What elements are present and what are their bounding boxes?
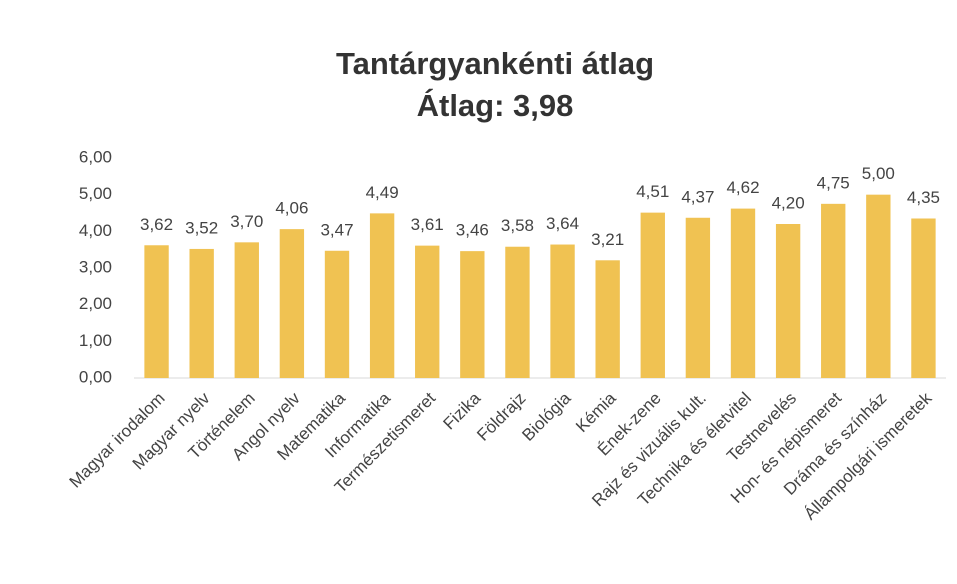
bar [460, 251, 485, 378]
bar [415, 245, 440, 378]
chart-subtitle: Átlag: 3,98 [417, 88, 574, 123]
bar [775, 224, 801, 378]
value-label: 4,49 [366, 183, 399, 202]
value-label: 4,75 [817, 173, 850, 192]
bar [866, 194, 891, 378]
value-label: 3,21 [591, 230, 624, 249]
bar [911, 218, 936, 378]
bar [324, 250, 350, 378]
value-label: 3,62 [140, 215, 173, 234]
value-label: 4,37 [681, 187, 714, 206]
value-label: 3,47 [320, 220, 353, 239]
bar [505, 246, 530, 378]
bar [369, 213, 395, 378]
value-label: 3,64 [546, 214, 579, 233]
value-label: 3,61 [411, 215, 444, 234]
value-label: 5,00 [862, 164, 895, 183]
y-tick-label: 0,00 [79, 367, 112, 386]
value-label: 4,20 [772, 193, 805, 212]
value-label: 3,52 [185, 218, 218, 237]
bar [234, 242, 259, 378]
bar [189, 248, 214, 378]
y-tick-label: 3,00 [79, 257, 112, 276]
y-tick-label: 5,00 [79, 184, 112, 203]
bar [685, 217, 711, 378]
value-label: 3,58 [501, 216, 534, 235]
y-tick-label: 6,00 [79, 147, 112, 166]
value-label: 4,35 [907, 188, 940, 207]
bar [279, 229, 305, 378]
x-tick-label: Földrajz [473, 389, 529, 445]
bar [144, 245, 169, 378]
value-label: 3,46 [456, 221, 489, 240]
value-label: 3,70 [230, 212, 263, 231]
bar [821, 203, 846, 378]
x-tick-label: Biológia [518, 388, 575, 445]
bar [550, 244, 575, 378]
bar [640, 212, 665, 378]
value-label: 4,51 [636, 182, 669, 201]
y-tick-label: 4,00 [79, 221, 112, 240]
y-tick-label: 2,00 [79, 294, 112, 313]
value-label: 4,62 [726, 178, 759, 197]
chart-title: Tantárgyankénti átlag [336, 46, 654, 81]
value-label: 4,06 [275, 199, 308, 218]
y-tick-label: 1,00 [79, 331, 112, 350]
bar [595, 260, 620, 378]
bar [730, 208, 756, 378]
